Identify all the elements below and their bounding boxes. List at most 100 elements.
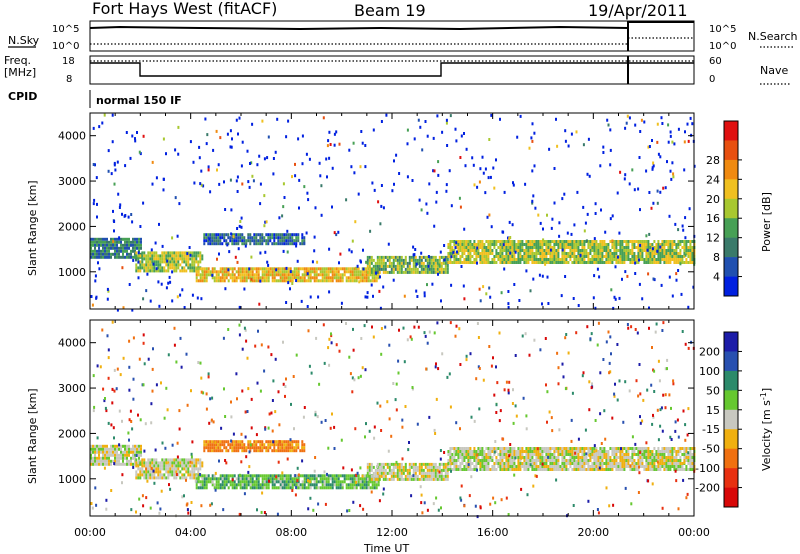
scatter-cell xyxy=(517,462,520,465)
scatter-cell xyxy=(147,254,150,258)
scatter-cell xyxy=(511,468,514,471)
scatter-cell xyxy=(319,486,322,490)
scatter-cell xyxy=(511,456,514,459)
scatter-echo xyxy=(570,232,573,236)
scatter-cell xyxy=(102,447,104,451)
scatter-cell xyxy=(609,465,612,468)
scatter-cell xyxy=(601,255,604,258)
scatter-cell xyxy=(108,453,110,457)
scatter-cell xyxy=(597,453,600,456)
scatter-cell xyxy=(501,261,504,264)
scatter-cell xyxy=(325,480,328,484)
scatter-cell xyxy=(229,483,232,487)
scatter-cell xyxy=(649,252,652,255)
scatter-cell xyxy=(353,279,356,283)
scatter-cell xyxy=(457,459,460,462)
scatter-cell xyxy=(157,467,160,471)
scatter-cell xyxy=(261,273,264,277)
scatter-cell xyxy=(683,468,686,471)
scatter-echo xyxy=(460,498,463,502)
scatter-cell xyxy=(118,255,120,259)
scatter-cell xyxy=(485,447,488,450)
scatter-cell xyxy=(386,270,389,274)
scatter-cell xyxy=(323,276,326,280)
scatter-echo xyxy=(668,393,671,397)
scatter-cell xyxy=(414,270,417,274)
scatter-cell xyxy=(575,249,578,252)
scatter-cell xyxy=(457,246,460,249)
scatter-cell xyxy=(301,480,304,484)
scatter-cell xyxy=(449,240,452,243)
scatter-echo xyxy=(110,489,113,492)
scatter-cell xyxy=(317,480,320,484)
scatter-cell xyxy=(430,264,433,268)
scatter-cell xyxy=(363,267,366,271)
scatter-cell xyxy=(673,465,676,468)
scatter-cell xyxy=(645,453,648,456)
scatter-cell xyxy=(649,462,652,465)
scatter-echo xyxy=(241,140,244,144)
scatter-cell xyxy=(529,240,532,243)
scatter-cell xyxy=(157,254,160,258)
scatter-cell xyxy=(691,459,694,462)
scatter-cell xyxy=(189,470,192,474)
scatter-cell xyxy=(147,260,150,264)
scatter-cell xyxy=(370,477,373,481)
scatter-cell xyxy=(239,486,242,490)
scatter-cell xyxy=(597,261,600,264)
scatter-cell xyxy=(465,456,468,459)
power-x-ticks xyxy=(89,113,695,309)
scatter-cell xyxy=(211,440,214,444)
scatter-cell xyxy=(627,456,630,459)
scatter-cell xyxy=(207,239,210,243)
scatter-cell xyxy=(444,471,447,475)
scatter-cell xyxy=(157,476,160,480)
scatter-cell xyxy=(92,240,94,244)
scatter-cell xyxy=(541,456,544,459)
scatter-cell xyxy=(319,480,322,484)
scatter-cell xyxy=(599,240,602,243)
scatter-cell xyxy=(299,267,302,271)
scatter-cell xyxy=(547,453,550,456)
scatter-cell xyxy=(621,462,624,465)
scatter-cell xyxy=(531,468,534,471)
scatter-cell xyxy=(471,255,474,258)
scatter-cell xyxy=(473,258,476,261)
scatter-cell xyxy=(207,242,210,246)
scatter-cell xyxy=(621,240,624,243)
scatter-cell xyxy=(473,261,476,264)
scatter-cell xyxy=(229,273,232,277)
scatter-cell xyxy=(247,477,250,481)
scatter-cell xyxy=(213,477,216,481)
scatter-cell xyxy=(225,276,228,280)
scatter-cell xyxy=(539,468,542,471)
scatter-echo xyxy=(241,182,244,186)
scatter-cell xyxy=(583,447,586,450)
scatter-cell xyxy=(149,476,152,480)
scatter-echo xyxy=(651,167,654,171)
scatter-cell xyxy=(501,249,504,252)
scatter-cell xyxy=(447,459,450,462)
scatter-cell xyxy=(241,483,244,487)
scatter-cell xyxy=(201,486,204,490)
scatter-echo xyxy=(438,263,441,267)
scatter-cell xyxy=(110,462,112,466)
scatter-echo xyxy=(208,237,211,241)
scatter-echo xyxy=(471,156,474,160)
scatter-cell xyxy=(485,252,488,255)
scatter-cell xyxy=(561,261,564,264)
scatter-cell xyxy=(569,462,572,465)
scatter-cell xyxy=(140,450,142,454)
scatter-cell xyxy=(583,249,586,252)
scatter-cell xyxy=(149,260,152,264)
scatter-cell xyxy=(571,459,574,462)
scatter-echo xyxy=(353,171,356,175)
nave-tick-bottom: 0 xyxy=(709,74,715,85)
scatter-cell xyxy=(481,261,484,264)
scatter-cell xyxy=(108,456,110,460)
scatter-cell xyxy=(195,483,198,487)
scatter-cell xyxy=(90,252,92,256)
scatter-cell xyxy=(365,483,368,487)
scatter-cell xyxy=(539,240,542,243)
scatter-cell xyxy=(92,456,94,460)
